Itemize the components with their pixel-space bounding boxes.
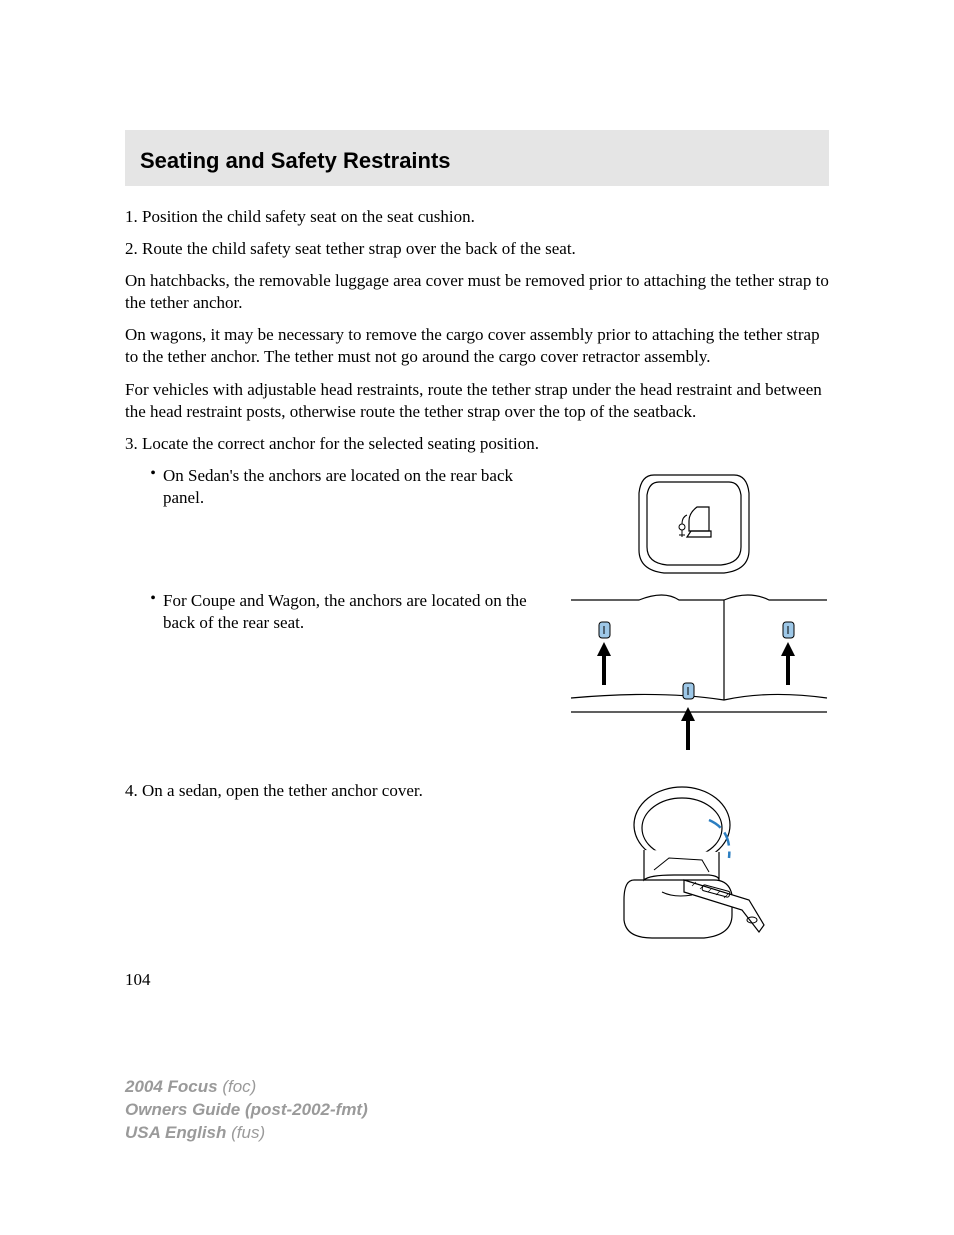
para-hatchbacks: On hatchbacks, the removable luggage are… [125, 270, 829, 314]
para-step-4: 4. On a sedan, open the tether anchor co… [125, 780, 544, 802]
footer-guide: Owners Guide (post-2002-fmt) [125, 1099, 368, 1122]
anchor-plate-icon [629, 465, 759, 580]
para-step-3: 3. Locate the correct anchor for the sel… [125, 433, 829, 455]
bullet-dot-icon: • [143, 590, 163, 634]
tether-anchor-open-diagram [614, 780, 774, 945]
rear-seat-anchors-diagram [569, 590, 829, 765]
arrow-up-icon [597, 642, 611, 685]
arrow-up-icon [681, 707, 695, 750]
bullet-row-sedan: • On Sedan's the anchors are located on … [125, 465, 829, 580]
footer-model-code: (foc) [218, 1077, 257, 1096]
arrow-up-icon [781, 642, 795, 685]
footer-lang: USA English [125, 1123, 226, 1142]
bullet-coupe-wagon-text: For Coupe and Wagon, the anchors are loc… [163, 590, 554, 634]
section-header-bar: Seating and Safety Restraints [125, 130, 829, 186]
page-number: 104 [125, 970, 829, 990]
bullet-sedan-text: On Sedan's the anchors are located on th… [163, 465, 544, 509]
para-step-1: 1. Position the child safety seat on the… [125, 206, 829, 228]
footer-lang-code: (fus) [226, 1123, 265, 1142]
footer-block: 2004 Focus (foc) Owners Guide (post-2002… [125, 1076, 368, 1145]
bullet-dot-icon: • [143, 465, 163, 509]
para-head-restraints: For vehicles with adjustable head restra… [125, 379, 829, 423]
section-title: Seating and Safety Restraints [140, 148, 814, 174]
para-wagons: On wagons, it may be necessary to remove… [125, 324, 829, 368]
bullet-row-coupe-wagon: • For Coupe and Wagon, the anchors are l… [125, 590, 829, 765]
step-4-row: 4. On a sedan, open the tether anchor co… [125, 780, 829, 945]
footer-model: 2004 Focus [125, 1077, 218, 1096]
para-step-2: 2. Route the child safety seat tether st… [125, 238, 829, 260]
